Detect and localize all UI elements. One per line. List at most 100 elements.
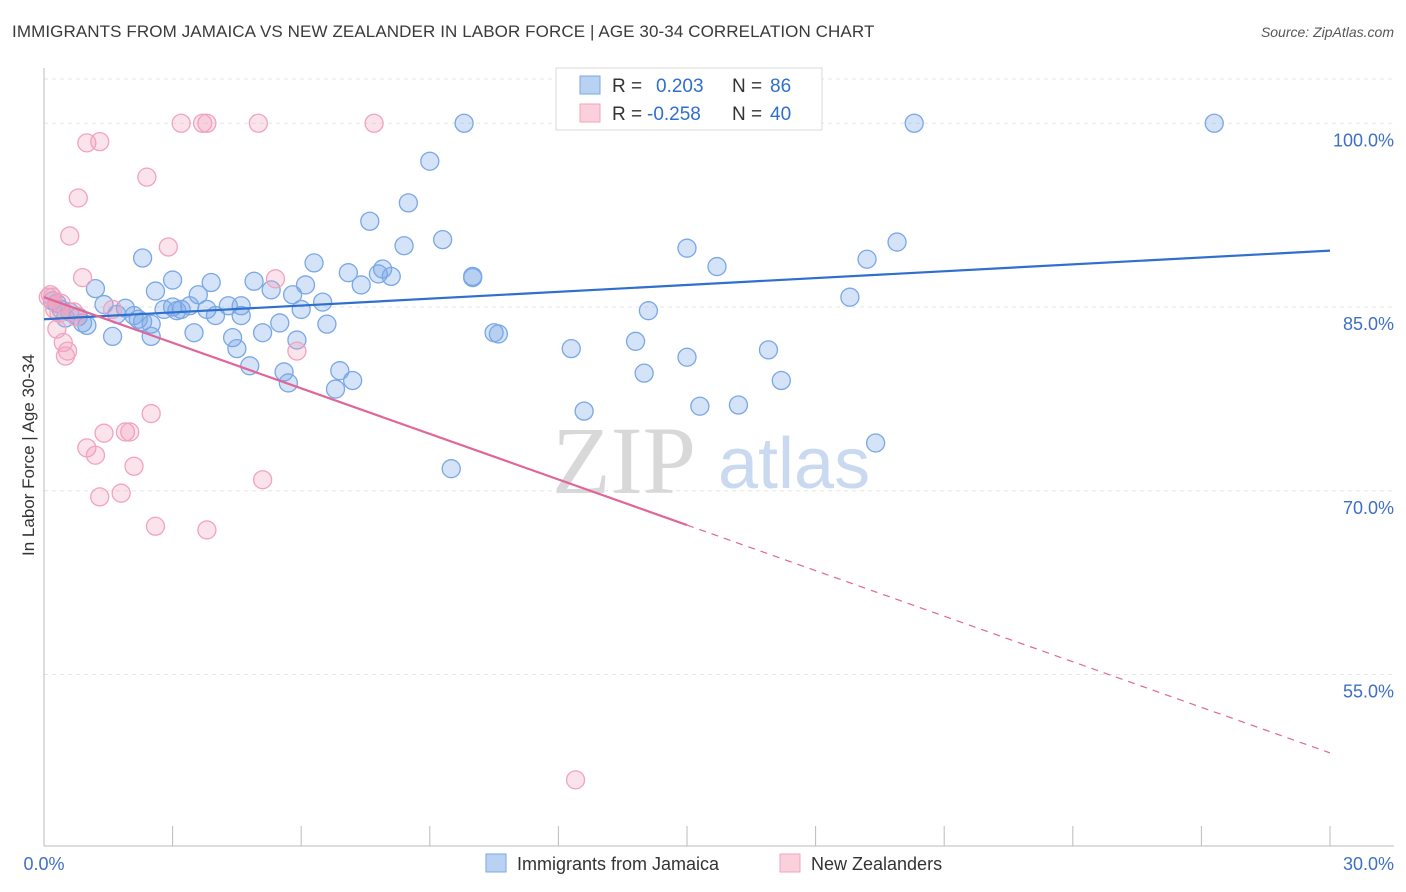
newzealanders-point-20 (94, 423, 114, 443)
jamaica-point-38 (252, 323, 273, 343)
jamaica-point-37 (244, 271, 264, 291)
newzealanders-point-31 (192, 113, 213, 133)
jamaica-point-64 (454, 113, 474, 133)
jamaica-point-58 (381, 266, 401, 287)
source-credit: Source: ZipAtlas.com (1260, 24, 1394, 40)
series-newzealanders-points (38, 113, 586, 790)
newzealanders-point-36 (265, 269, 286, 289)
jamaica-point-8 (85, 278, 106, 299)
newzealanders-point-39 (565, 770, 586, 790)
axes (43, 68, 1394, 847)
y-tick-label-1: 85.0% (1343, 314, 1394, 334)
jamaica-point-40 (270, 313, 290, 333)
jamaica-point-86 (1204, 113, 1224, 133)
jamaica-point-44 (287, 330, 307, 350)
legend-label-newzealanders: New Zealanders (811, 854, 942, 874)
newzealanders-trend-line-extrapolated (686, 524, 1331, 754)
newzealanders-point-33 (197, 113, 217, 133)
jamaica-point-19 (145, 281, 166, 301)
jamaica-point-32 (222, 327, 243, 348)
x-tick-label-1: 30.0% (1343, 854, 1394, 874)
jamaica-point-53 (342, 370, 363, 391)
jamaica-point-29 (201, 272, 221, 293)
watermark-zip: ZIP (552, 407, 696, 514)
jamaica-point-63 (441, 459, 461, 479)
stats-r-label-jamaica: R = (612, 76, 642, 97)
jamaica-point-17 (132, 248, 153, 268)
jamaica-point-39 (261, 280, 281, 300)
jamaica-point-66 (463, 267, 483, 288)
series-legend: Immigrants from Jamaica New Zealanders (485, 853, 942, 874)
newzealanders-point-27 (141, 403, 161, 424)
jamaica-point-77 (707, 256, 727, 277)
jamaica-point-61 (420, 151, 440, 171)
jamaica-point-81 (840, 287, 860, 307)
newzealanders-point-14 (72, 267, 93, 288)
newzealanders-point-9 (57, 341, 78, 361)
newzealanders-point-17 (85, 445, 106, 465)
stats-r-label-newzealanders: R = (612, 104, 642, 125)
jamaica-point-54 (351, 275, 371, 295)
series-jamaica-points (42, 113, 1224, 479)
legend-swatch-newzealanders (779, 853, 801, 873)
jamaica-point-74 (677, 238, 697, 258)
stats-swatch-newzealanders (579, 103, 601, 123)
jamaica-point-47 (304, 253, 324, 273)
jamaica-point-26 (184, 323, 204, 343)
newzealanders-point-38 (364, 113, 384, 133)
jamaica-point-10 (102, 326, 123, 347)
jamaica-point-55 (360, 211, 380, 231)
legend-swatch-jamaica (485, 853, 507, 873)
newzealanders-point-21 (102, 299, 123, 320)
stats-r-value-jamaica: 0.203 (656, 76, 704, 97)
jamaica-point-22 (162, 270, 183, 290)
jamaica-point-34 (231, 305, 251, 326)
jamaica-point-78 (728, 395, 749, 415)
grid-lines (44, 78, 1394, 675)
watermark: ZIP atlas (552, 407, 870, 514)
stats-swatch-jamaica (579, 75, 601, 95)
stats-n-value-jamaica: 86 (770, 76, 791, 97)
jamaica-point-80 (771, 370, 791, 391)
stats-n-value-newzealanders: 40 (770, 104, 791, 125)
jamaica-point-60 (398, 193, 419, 213)
jamaica-point-35 (231, 296, 251, 316)
y-tick-label-0: 100.0% (1333, 130, 1394, 150)
jamaica-point-50 (325, 379, 346, 399)
jamaica-point-73 (638, 301, 659, 321)
newzealanders-point-26 (137, 167, 157, 187)
jamaica-point-41 (274, 362, 294, 382)
newzealanders-point-34 (248, 113, 268, 133)
newzealanders-point-22 (111, 483, 131, 503)
jamaica-point-79 (758, 340, 779, 360)
jamaica-point-27 (188, 285, 208, 305)
newzealanders-point-24 (120, 422, 140, 442)
jamaica-point-59 (394, 236, 414, 256)
jamaica-point-46 (295, 275, 316, 295)
newzealanders-point-18 (90, 131, 110, 152)
x-tick-label-0: 0.0% (23, 854, 64, 874)
jamaica-point-18 (141, 326, 161, 347)
jamaica-point-72 (634, 363, 654, 383)
y-tick-label-3: 55.0% (1343, 682, 1394, 702)
jamaica-point-70 (574, 401, 594, 421)
jamaica-point-75 (677, 347, 697, 367)
jamaica-point-49 (317, 314, 337, 334)
trend-lines (43, 249, 1331, 754)
tick-labels: 100.0% 85.0% 70.0% 55.0% 0.0% 30.0% (23, 130, 1394, 874)
jamaica-point-83 (865, 433, 886, 453)
stats-r-value-newzealanders: -0.258 (647, 104, 701, 125)
jamaica-point-62 (433, 229, 453, 250)
stats-n-label-jamaica: N = (732, 76, 762, 97)
newzealanders-point-19 (90, 487, 110, 507)
legend-label-jamaica: Immigrants from Jamaica (517, 854, 720, 874)
jamaica-point-52 (338, 263, 359, 283)
jamaica-point-45 (291, 299, 311, 320)
newzealanders-point-29 (158, 237, 178, 257)
newzealanders-point-23 (115, 422, 136, 442)
jamaica-point-68 (488, 324, 509, 344)
jamaica-point-33 (227, 338, 247, 359)
y-axis-label: In Labor Force | Age 30-34 (19, 354, 38, 556)
jamaica-point-76 (690, 396, 710, 416)
